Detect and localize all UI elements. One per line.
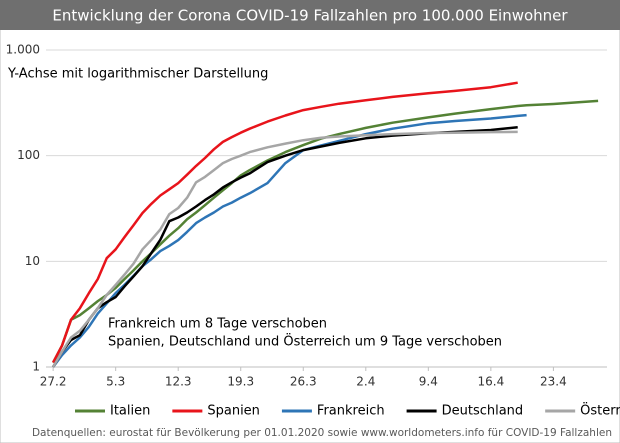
legend-label: Deutschland — [442, 404, 524, 419]
legend-label: Spanien — [207, 404, 260, 419]
legend-label: Frankreich — [317, 404, 385, 419]
chart-title: Entwicklung der Corona COVID-19 Fallzahl… — [52, 7, 568, 25]
y-tick-label: 100 — [17, 148, 40, 162]
x-tick-label: 16.4 — [478, 375, 505, 389]
y-tick-label: 10 — [25, 254, 40, 268]
y-tick-label: 1 — [32, 360, 40, 374]
annotation: Frankreich um 8 Tage verschoben — [108, 317, 327, 332]
legend-label: Italien — [110, 404, 150, 419]
series-line — [52, 125, 518, 368]
source-note: Datenquellen: eurostat für Bevölkerung p… — [32, 427, 612, 439]
legend-label: Österreich — [580, 402, 620, 419]
x-tick-label: 19.3 — [227, 375, 254, 389]
x-tick-label: 23.4 — [540, 375, 567, 389]
title-bar — [0, 0, 620, 30]
x-tick-label: 2.4 — [356, 375, 375, 389]
x-tick-label: 12.3 — [165, 375, 192, 389]
x-tick-label: 26.3 — [290, 375, 317, 389]
x-tick-label: 27.2 — [40, 375, 67, 389]
annotation: Spanien, Deutschland und Österreich um 9… — [108, 333, 502, 350]
series-line — [52, 130, 518, 368]
series-line — [52, 113, 527, 368]
y-tick-label: 1.000 — [6, 43, 40, 57]
annotation: Y-Achse mit logarithmischer Darstellung — [7, 67, 268, 82]
series-line — [51, 81, 518, 364]
x-tick-label: 5.3 — [106, 375, 125, 389]
x-tick-label: 9.4 — [419, 375, 438, 389]
